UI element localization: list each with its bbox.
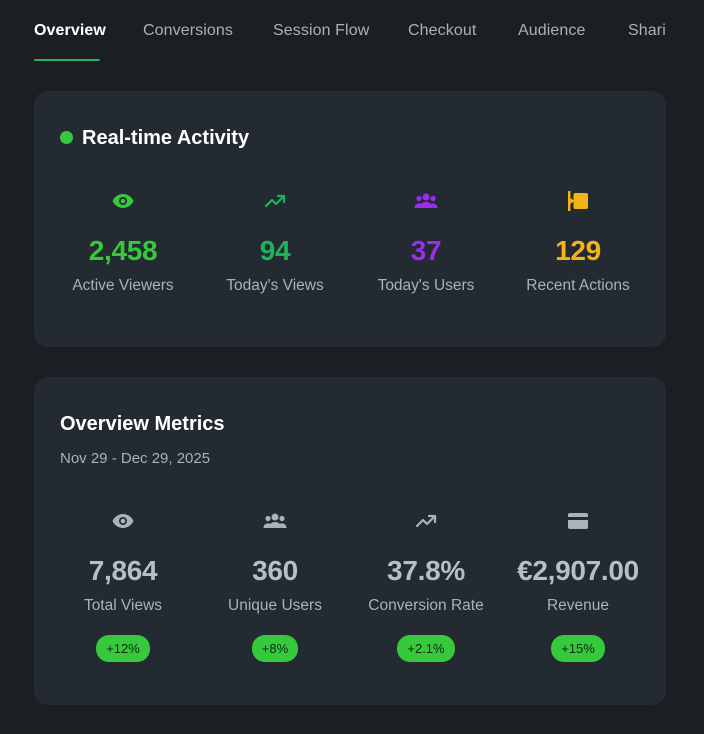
metric-value: 37 — [410, 235, 442, 266]
tab-conversions[interactable]: Conversions — [143, 22, 234, 39]
metric-todays-views: 94 Today's Views — [199, 189, 351, 295]
eye-icon — [112, 194, 134, 208]
date-range: Nov 29 - Dec 29, 2025 — [60, 450, 211, 467]
users-icon — [414, 193, 438, 208]
tab-overview[interactable]: Overview — [34, 22, 106, 39]
metric-label: Unique Users — [228, 597, 322, 614]
trending-up-icon — [264, 194, 286, 208]
metric-label: Today's Users — [377, 277, 475, 294]
metric-value: 37.8% — [387, 555, 465, 586]
metric-label: Total Views — [83, 597, 163, 614]
metric-todays-users: 37 Today's Users — [350, 189, 502, 295]
change-badge: +2.1% — [397, 635, 455, 662]
metric-label: Revenue — [546, 597, 610, 614]
tab-checkout[interactable]: Checkout — [408, 22, 477, 39]
tab-session-flow[interactable]: Session Flow — [273, 22, 370, 39]
realtime-title: Real-time Activity — [82, 127, 250, 149]
live-indicator-icon — [60, 131, 73, 144]
metric-value: 129 — [555, 235, 601, 266]
metric-revenue: €2,907.00 Revenue +15% — [502, 509, 654, 662]
metric-label: Active Viewers — [72, 277, 174, 294]
tab-sharing[interactable]: Shari — [628, 22, 666, 39]
overview-title: Overview Metrics — [60, 413, 225, 435]
metric-value: €2,907.00 — [517, 555, 639, 586]
metric-value: 94 — [259, 235, 291, 266]
metric-recent-actions: 129 Recent Actions — [502, 189, 654, 295]
metric-value: 2,458 — [88, 235, 158, 266]
metric-label: Recent Actions — [526, 277, 630, 294]
tab-bar: Overview Conversions Session Flow Checko… — [0, 0, 704, 62]
metric-value: 360 — [252, 555, 298, 586]
tab-audience[interactable]: Audience — [518, 22, 586, 39]
trending-up-icon — [415, 514, 437, 528]
metric-value: 7,864 — [88, 555, 158, 586]
credit-card-icon — [568, 513, 588, 529]
change-badge: +8% — [251, 635, 299, 662]
metric-total-views: 7,864 Total Views +12% — [47, 509, 199, 662]
metric-label: Conversion Rate — [368, 597, 484, 614]
users-icon — [263, 513, 287, 528]
change-badge: +12% — [96, 635, 150, 662]
metric-conversion-rate: 37.8% Conversion Rate +2.1% — [350, 509, 502, 662]
metric-active-viewers: 2,458 Active Viewers — [47, 189, 199, 295]
change-badge: +15% — [551, 635, 605, 662]
metric-unique-users: 360 Unique Users +8% — [199, 509, 351, 662]
realtime-activity-card: Real-time Activity 2,458 Active Viewers … — [34, 91, 666, 347]
metric-label: Today's Views — [226, 277, 324, 294]
eye-icon — [112, 514, 134, 528]
active-tab-indicator — [34, 59, 100, 61]
actions-icon — [568, 191, 588, 211]
overview-metrics-card: Overview Metrics Nov 29 - Dec 29, 2025 7… — [34, 377, 666, 705]
